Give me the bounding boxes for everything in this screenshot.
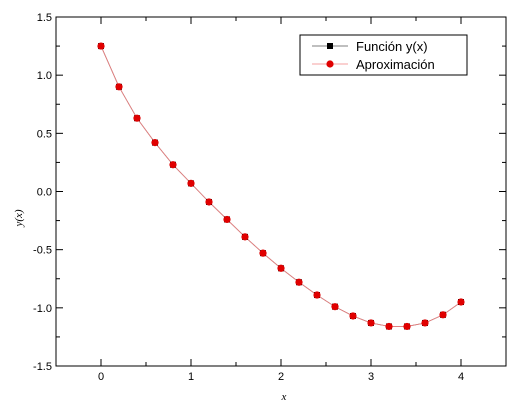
point-aproximacion	[205, 198, 213, 206]
series-aproximacion-line	[100, 45, 462, 327]
point-aproximacion	[133, 114, 141, 122]
y-tick-label: -1.0	[33, 303, 52, 315]
point-aproximacion	[97, 42, 105, 50]
x-tick-label: 3	[368, 371, 374, 383]
point-aproximacion	[151, 139, 159, 147]
legend-label-aproximacion: Aproximación	[356, 57, 435, 72]
point-aproximacion	[169, 161, 177, 169]
chart-series	[97, 42, 465, 331]
legend-marker-funcion	[327, 43, 333, 49]
point-aproximacion	[115, 83, 123, 91]
y-tick-label: 1.0	[37, 70, 52, 82]
point-aproximacion	[403, 322, 411, 331]
point-aproximacion	[349, 312, 357, 320]
y-tick-label: 1.5	[37, 12, 52, 24]
point-aproximacion	[259, 249, 267, 257]
legend-label-funcion: Función y(x)	[356, 39, 428, 54]
axis-ticks	[55, 16, 507, 367]
point-aproximacion	[439, 311, 447, 319]
y-tick-label: 0.5	[37, 128, 52, 140]
point-aproximacion	[457, 298, 465, 306]
point-aproximacion	[295, 278, 303, 286]
x-tick-label: 4	[458, 371, 464, 383]
x-tick-label: 0	[98, 371, 104, 383]
y-tick-label: 0.0	[37, 187, 52, 199]
point-aproximacion	[331, 303, 339, 311]
legend-marker-aproximacion	[326, 60, 334, 68]
x-tick-label: 1	[188, 371, 194, 383]
series-funcion-line	[100, 45, 462, 327]
y-axis-title: y(x)	[13, 209, 25, 227]
point-aproximacion	[367, 319, 375, 327]
y-tick-label: -0.5	[33, 245, 52, 257]
x-tick-label: 2	[278, 371, 284, 383]
legend-box	[299, 34, 468, 76]
point-aproximacion	[421, 319, 429, 327]
y-tick-label: -1.5	[33, 361, 52, 373]
legend: Función y(x) Aproximación	[299, 34, 468, 76]
axis-tick-labels: 0 1 2 3 4 1.5 1.0 0.5 0.0 -0.5 -1.0 -1.5	[33, 12, 464, 383]
point-aproximacion	[385, 322, 393, 331]
x-axis-title: x	[281, 391, 287, 402]
point-aproximacion	[223, 215, 231, 224]
point-aproximacion	[313, 291, 321, 299]
point-aproximacion	[277, 264, 285, 272]
point-aproximacion	[241, 233, 249, 241]
point-aproximacion	[187, 179, 195, 187]
